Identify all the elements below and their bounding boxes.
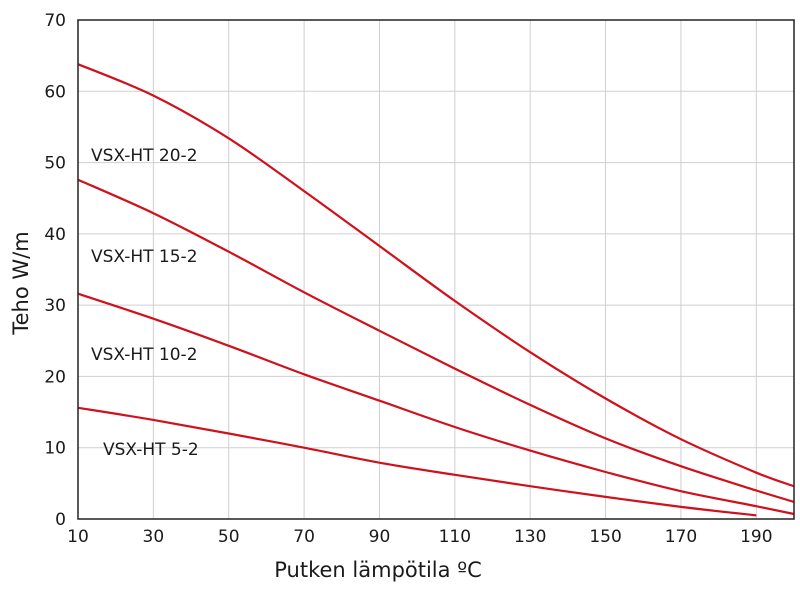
- series-line-4: [77, 406, 757, 517]
- x-tick-label: 10: [67, 527, 89, 547]
- y-tick-label: 20: [44, 367, 66, 387]
- plot-frame: [77, 19, 795, 520]
- x-tick-labels: 10 30 50 70 90 110 130 150 170 190: [67, 527, 772, 547]
- y-tick-label: 50: [44, 154, 66, 174]
- y-tick-label: 10: [44, 439, 66, 459]
- x-tick-label: 90: [369, 527, 391, 547]
- x-tick-label: 190: [740, 527, 772, 547]
- x-tick-label: 110: [439, 527, 471, 547]
- series-lines: [77, 63, 795, 517]
- x-tick-label: 130: [514, 527, 546, 547]
- series-label-5-2: VSX-HT 5-2: [103, 440, 199, 460]
- y-tick-labels: 0 10 20 30 40 50 60 70: [44, 11, 66, 530]
- x-tick-label: 50: [218, 527, 240, 547]
- series-line-1: [77, 63, 795, 488]
- gridlines: [77, 20, 794, 519]
- series-label-15-2: VSX-HT 15-2: [91, 247, 198, 267]
- y-tick-label: 40: [44, 225, 66, 245]
- y-tick-label: 30: [44, 296, 66, 316]
- x-tick-label: 170: [665, 527, 697, 547]
- y-tick-label: 60: [44, 82, 66, 102]
- series-label-20-2: VSX-HT 20-2: [91, 146, 198, 166]
- series-line-3: [77, 292, 795, 516]
- x-axis-title: Putken lämpötila ºC: [274, 558, 482, 582]
- y-axis-title: Teho W/m: [9, 231, 33, 335]
- y-tick-label: 0: [55, 510, 66, 530]
- x-tick-label: 150: [589, 527, 621, 547]
- x-tick-label: 70: [293, 527, 315, 547]
- series-label-10-2: VSX-HT 10-2: [91, 345, 198, 365]
- y-tick-label: 70: [44, 11, 66, 31]
- series-labels: VSX-HT 20-2 VSX-HT 15-2 VSX-HT 10-2 VSX-…: [91, 146, 199, 460]
- x-tick-label: 30: [143, 527, 165, 547]
- series-line-2: [77, 178, 795, 503]
